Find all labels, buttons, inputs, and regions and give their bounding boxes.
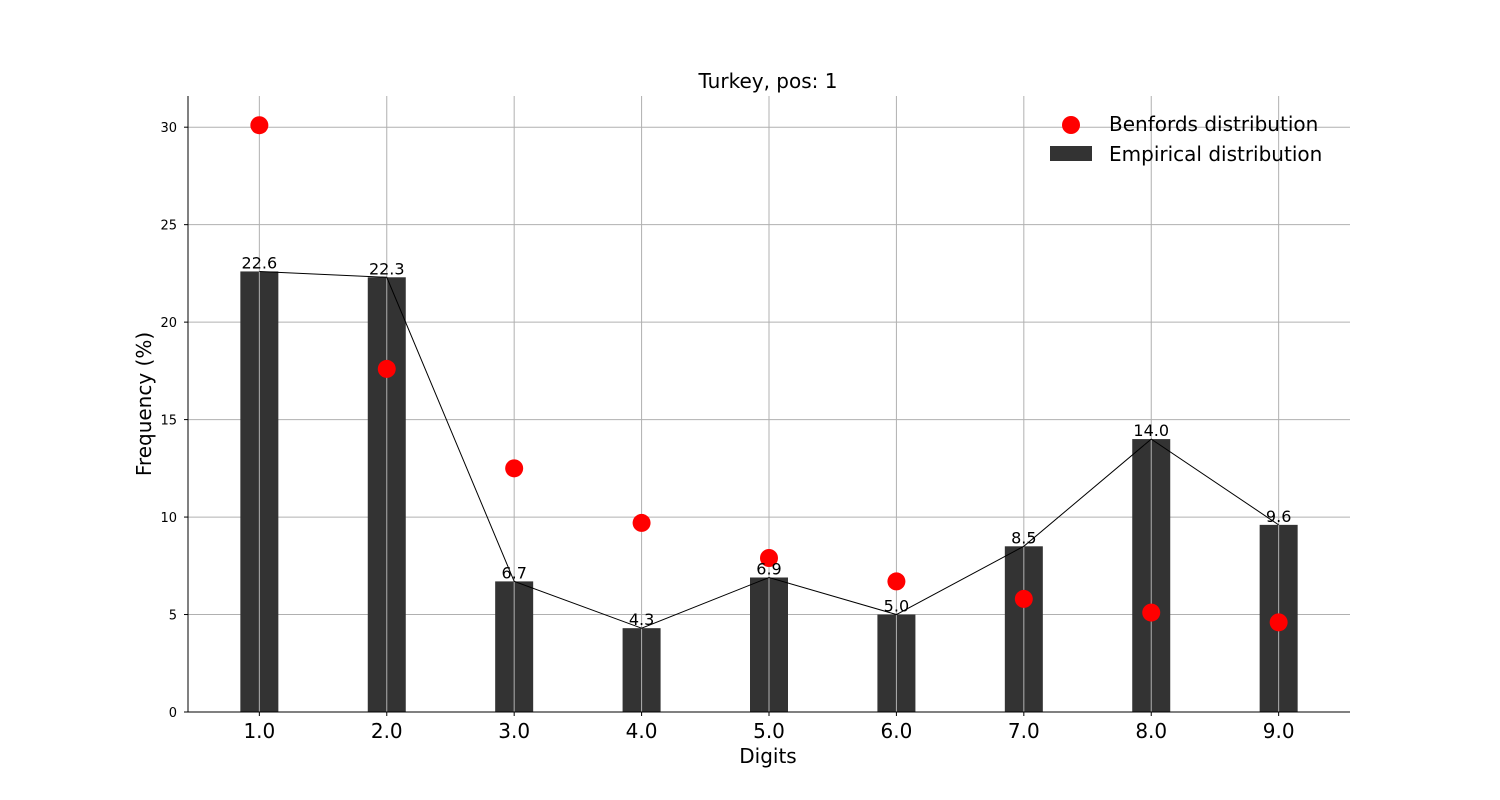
benford-point [760,549,778,567]
x-ticks: 1.0 2.0 3.0 4.0 5.0 6.0 7.0 8.0 9.0 [243,712,1295,743]
benford-points [250,116,1288,632]
x-tick-label: 8.0 [1135,719,1167,743]
x-tick-label: 5.0 [753,719,785,743]
bar-value-label: 22.3 [369,259,405,278]
bar-value-label: 14.0 [1133,421,1169,440]
benford-point [1142,603,1161,622]
x-tick-label: 3.0 [498,719,530,743]
y-tick-label: 30 [160,121,177,136]
legend: Benfords distribution Empirical distribu… [1050,112,1322,166]
x-tick-label: 4.0 [626,719,658,743]
legend-empirical-marker [1050,146,1092,161]
bar-value-label: 6.9 [756,559,781,578]
benford-point [250,116,269,135]
benford-point [887,572,906,591]
legend-benford-label: Benfords distribution [1109,112,1318,136]
benford-point [1269,613,1288,632]
x-tick-label: 6.0 [881,719,913,743]
x-tick-label: 2.0 [371,719,403,743]
x-tick-label: 7.0 [1008,719,1040,743]
y-tick-label: 15 [160,414,177,429]
bar-labels: 22.6 22.3 6.7 4.3 6.9 5.0 8.5 14.0 9.6 [242,253,1292,629]
x-tick-label: 9.0 [1263,719,1295,743]
bar-value-label: 4.3 [629,610,654,629]
y-tick-label: 0 [169,706,177,721]
bar-value-label: 8.5 [1011,528,1036,547]
y-tick-label: 20 [160,316,177,331]
vertical-grid [258,96,1280,712]
benford-point [1014,589,1033,608]
benford-point [632,513,651,532]
x-tick-label: 1.0 [243,719,275,743]
x-axis-label: Digits [739,744,796,768]
y-tick-label: 25 [160,219,177,234]
y-tick-label: 5 [169,609,177,624]
bar-value-label: 6.7 [501,563,526,582]
y-ticks: 0 5 10 15 20 25 30 [160,121,188,721]
legend-empirical-label: Empirical distribution [1109,142,1322,166]
benford-point [377,359,396,378]
empirical-trend-line [259,270,1279,629]
benford-point [505,459,524,478]
bar-value-label: 5.0 [884,597,909,616]
chart-title: Turkey, pos: 1 [698,69,838,93]
bar-value-label: 9.6 [1266,507,1291,526]
y-axis-label: Frequency (%) [132,332,156,476]
legend-benford-marker [1062,116,1080,134]
bar-value-label: 22.6 [242,253,278,272]
y-tick-label: 10 [160,511,177,526]
